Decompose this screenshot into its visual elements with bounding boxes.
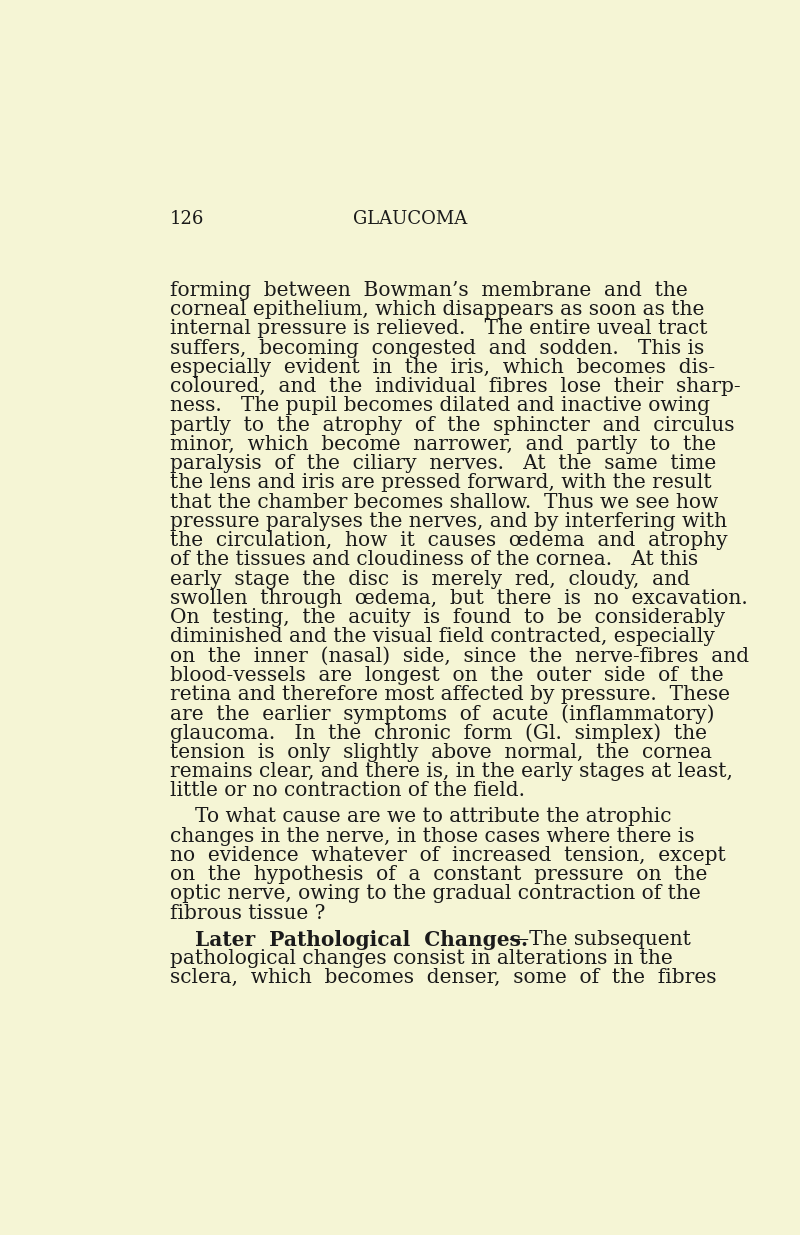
Text: of the tissues and cloudiness of the cornea.   At this: of the tissues and cloudiness of the cor… xyxy=(170,551,698,569)
Text: remains clear, and there is, in the early stages at least,: remains clear, and there is, in the earl… xyxy=(170,762,733,782)
Text: optic nerve, owing to the gradual contraction of the: optic nerve, owing to the gradual contra… xyxy=(170,884,701,903)
Text: internal pressure is relieved.   The entire uveal tract: internal pressure is relieved. The entir… xyxy=(170,320,707,338)
Text: glaucoma.   In  the  chronic  form  (Gl.  simplex)  the: glaucoma. In the chronic form (Gl. simpl… xyxy=(170,724,706,743)
Text: swollen  through  œdema,  but  there  is  no  excavation.: swollen through œdema, but there is no e… xyxy=(170,589,747,608)
Text: blood-vessels  are  longest  on  the  outer  side  of  the: blood-vessels are longest on the outer s… xyxy=(170,666,723,685)
Text: diminished and the visual field contracted, especially: diminished and the visual field contract… xyxy=(170,627,714,646)
Text: To what cause are we to attribute the atrophic: To what cause are we to attribute the at… xyxy=(194,808,671,826)
Text: partly  to  the  atrophy  of  the  sphincter  and  circulus: partly to the atrophy of the sphincter a… xyxy=(170,416,734,435)
Text: corneal epithelium, which disappears as soon as the: corneal epithelium, which disappears as … xyxy=(170,300,704,319)
Text: paralysis  of  the  ciliary  nerves.   At  the  same  time: paralysis of the ciliary nerves. At the … xyxy=(170,454,716,473)
Text: especially  evident  in  the  iris,  which  becomes  dis-: especially evident in the iris, which be… xyxy=(170,358,715,377)
Text: fibrous tissue ?: fibrous tissue ? xyxy=(170,904,325,923)
Text: GLAUCOMA: GLAUCOMA xyxy=(353,210,467,227)
Text: forming  between  Bowman’s  membrane  and  the: forming between Bowman’s membrane and th… xyxy=(170,280,687,300)
Text: suffers,  becoming  congested  and  sodden.   This is: suffers, becoming congested and sodden. … xyxy=(170,338,704,358)
Text: changes in the nerve, in those cases where there is: changes in the nerve, in those cases whe… xyxy=(170,826,694,846)
Text: 126: 126 xyxy=(170,210,204,227)
Text: ness.   The pupil becomes dilated and inactive owing: ness. The pupil becomes dilated and inac… xyxy=(170,396,710,415)
Text: sclera,  which  becomes  denser,  some  of  the  fibres: sclera, which becomes denser, some of th… xyxy=(170,968,716,987)
Text: the lens and iris are pressed forward, with the result: the lens and iris are pressed forward, w… xyxy=(170,473,711,493)
Text: pathological changes consist in alterations in the: pathological changes consist in alterati… xyxy=(170,948,673,968)
Text: pressure paralyses the nerves, and by interfering with: pressure paralyses the nerves, and by in… xyxy=(170,511,726,531)
Text: that the chamber becomes shallow.  Thus we see how: that the chamber becomes shallow. Thus w… xyxy=(170,493,718,511)
Text: coloured,  and  the  individual  fibres  lose  their  sharp-: coloured, and the individual fibres lose… xyxy=(170,377,740,396)
Text: early  stage  the  disc  is  merely  red,  cloudy,  and: early stage the disc is merely red, clou… xyxy=(170,569,690,589)
Text: no  evidence  whatever  of  increased  tension,  except: no evidence whatever of increased tensio… xyxy=(170,846,726,864)
Text: Later  Pathological  Changes.: Later Pathological Changes. xyxy=(194,930,527,950)
Text: On  testing,  the  acuity  is  found  to  be  considerably: On testing, the acuity is found to be co… xyxy=(170,608,725,627)
Text: on  the  inner  (nasal)  side,  since  the  nerve-fibres  and: on the inner (nasal) side, since the ner… xyxy=(170,647,749,666)
Text: little or no contraction of the field.: little or no contraction of the field. xyxy=(170,782,525,800)
Text: minor,  which  become  narrower,  and  partly  to  the: minor, which become narrower, and partly… xyxy=(170,435,716,454)
Text: retina and therefore most affected by pressure.  These: retina and therefore most affected by pr… xyxy=(170,685,730,704)
Text: —The subsequent: —The subsequent xyxy=(509,930,690,948)
Text: on  the  hypothesis  of  a  constant  pressure  on  the: on the hypothesis of a constant pressure… xyxy=(170,866,707,884)
Text: tension  is  only  slightly  above  normal,  the  cornea: tension is only slightly above normal, t… xyxy=(170,743,712,762)
Text: are  the  earlier  symptoms  of  acute  (inflammatory): are the earlier symptoms of acute (infla… xyxy=(170,704,714,724)
Text: the  circulation,  how  it  causes  œdema  and  atrophy: the circulation, how it causes œdema and… xyxy=(170,531,727,550)
